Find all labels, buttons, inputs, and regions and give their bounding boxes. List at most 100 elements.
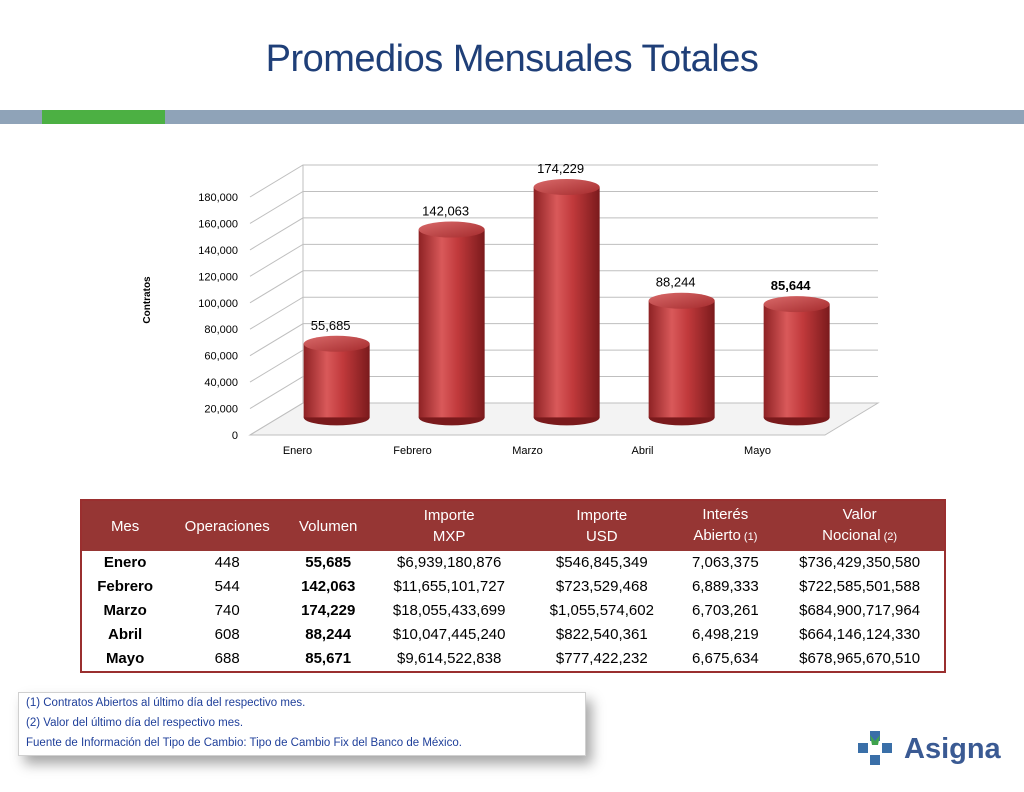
- bar-body: [303, 343, 370, 418]
- bar-top: [763, 296, 830, 313]
- header-band: [0, 110, 1024, 124]
- data-label: 88,244: [656, 275, 696, 290]
- gridline: [249, 190, 878, 224]
- x-tick-label: Mayo: [744, 445, 771, 457]
- table-cell: $6,939,180,876: [397, 554, 502, 571]
- footnotes-box: (1) Contratos Abiertos al último día del…: [18, 692, 586, 756]
- y-axis-label: Contratos: [142, 276, 153, 324]
- x-tick-label: Febrero: [393, 445, 432, 457]
- table-cell: 544: [214, 578, 240, 595]
- data-table: Mes Operaciones Volumen Importe MXP Importe US…: [80, 499, 946, 673]
- bar: [418, 221, 485, 426]
- gridline: [249, 164, 878, 198]
- table-cell: 6,675,634: [691, 650, 759, 667]
- footnote: (2) Valor del último día del respectivo …: [26, 717, 244, 729]
- bar-top: [303, 335, 370, 352]
- table-cell: $822,540,361: [555, 626, 648, 643]
- x-tick-label: Enero: [283, 445, 312, 457]
- gridline: [249, 243, 878, 277]
- table-cell: $777,422,232: [555, 650, 648, 667]
- data-label: 174,229: [537, 161, 584, 176]
- table-cell: Abril: [108, 626, 143, 643]
- bar: [763, 296, 830, 426]
- data-label: 55,685: [311, 318, 351, 333]
- page-title: Promedios Mensuales Totales: [265, 38, 759, 80]
- table-cell: Mayo: [105, 650, 145, 667]
- bar-body: [648, 300, 715, 418]
- y-tick-label: 100,000: [198, 298, 238, 310]
- column-header: Importe MXP: [370, 500, 529, 551]
- bar-body: [763, 304, 830, 418]
- asigna-logo-icon: [858, 731, 892, 765]
- table-cell: 142,063: [301, 578, 356, 595]
- table-cell: $664,146,124,330: [799, 626, 921, 643]
- y-tick-label: 180,000: [198, 192, 238, 204]
- table-cell: 608: [214, 626, 240, 643]
- footnote: Fuente de Información del Tipo de Cambio…: [26, 737, 462, 749]
- y-tick-label: 140,000: [198, 245, 238, 257]
- table-header-row: Mes Operaciones Volumen Importe MXP Importe US…: [81, 500, 945, 551]
- y-tick-label: 40,000: [204, 377, 238, 389]
- table-cell: $723,529,468: [555, 578, 648, 595]
- bar-top: [418, 221, 485, 238]
- table-cell: $9,614,522,838: [397, 650, 502, 667]
- table-cell: $11,655,101,727: [393, 578, 505, 595]
- table-cell: 85,671: [305, 650, 352, 667]
- table-cell: $736,429,350,580: [799, 554, 921, 571]
- table-cell: $1,055,574,602: [549, 602, 654, 619]
- header-band-accent: [42, 110, 165, 124]
- bar-top: [533, 179, 600, 196]
- table-cell: $10,047,445,240: [392, 626, 506, 643]
- bar-body: [533, 187, 600, 418]
- column-header: Importe USD: [528, 500, 676, 551]
- table-row: Enero 448 55,685 $6,939,180,876 $546,845,349…: [81, 551, 945, 575]
- y-tick-label: 120,000: [198, 271, 238, 283]
- table-cell: 6,889,333: [691, 578, 759, 595]
- y-tick-label: 0: [232, 430, 238, 442]
- y-tick-label: 60,000: [204, 351, 238, 363]
- bar-chart: 0 20,000 40,000 60,000 80,000 100,000 120,000 1…: [198, 161, 880, 457]
- bar: [533, 179, 600, 426]
- data-label: 85,644: [771, 278, 812, 293]
- column-header: Volumen: [286, 500, 371, 551]
- table-cell: 688: [214, 650, 240, 667]
- data-label: 142,063: [422, 204, 469, 219]
- gridline: [249, 217, 878, 251]
- bar: [648, 292, 715, 426]
- table-cell: 7,063,375: [691, 554, 759, 571]
- x-tick-label: Abril: [631, 445, 653, 457]
- column-header: Mes: [81, 500, 169, 551]
- table-cell: Marzo: [103, 602, 147, 619]
- table-row: Febrero 544 142,063 $11,655,101,727 $723,529…: [81, 575, 945, 599]
- table-cell: Febrero: [97, 578, 154, 595]
- table-cell: $546,845,349: [555, 554, 648, 571]
- table-cell: Enero: [103, 554, 147, 571]
- y-axis-label-wrap: Contratos: [130, 275, 170, 330]
- bar: [303, 335, 370, 426]
- table-cell: 55,685: [305, 554, 352, 571]
- table-row: Abril 608 88,244 $10,047,445,240 $822,540,36…: [81, 623, 945, 647]
- table-cell: $684,900,717,964: [799, 602, 921, 619]
- y-tick-label: 20,000: [204, 404, 238, 416]
- table-cell: 740: [214, 602, 240, 619]
- bar-top: [648, 292, 715, 309]
- table-row: Marzo 740 174,229 $18,055,433,699 $1,055,574…: [81, 599, 945, 623]
- table-cell: $722,585,501,588: [799, 578, 921, 595]
- table-cell: $678,965,670,510: [799, 650, 921, 667]
- bar-body: [418, 229, 485, 418]
- y-tick-label: 160,000: [198, 218, 238, 230]
- table-cell: 448: [214, 554, 240, 571]
- table-cell: 88,244: [305, 626, 352, 643]
- column-header: Valor Nocional (2): [775, 500, 945, 551]
- x-tick-label: Marzo: [512, 445, 543, 457]
- gridline: [249, 270, 878, 304]
- y-tick-label: 80,000: [204, 324, 238, 336]
- table-row: Mayo 688 85,671 $9,614,522,838 $777,422,232 6…: [81, 647, 945, 672]
- logo-text: Asigna: [904, 733, 1001, 765]
- table-cell: 6,703,261: [691, 602, 759, 619]
- column-header: Operaciones: [168, 500, 287, 551]
- table-cell: 6,498,219: [691, 626, 759, 643]
- table-cell: $18,055,433,699: [392, 602, 506, 619]
- column-header: Interés Abierto (1): [675, 500, 776, 551]
- table-cell: 174,229: [301, 602, 356, 619]
